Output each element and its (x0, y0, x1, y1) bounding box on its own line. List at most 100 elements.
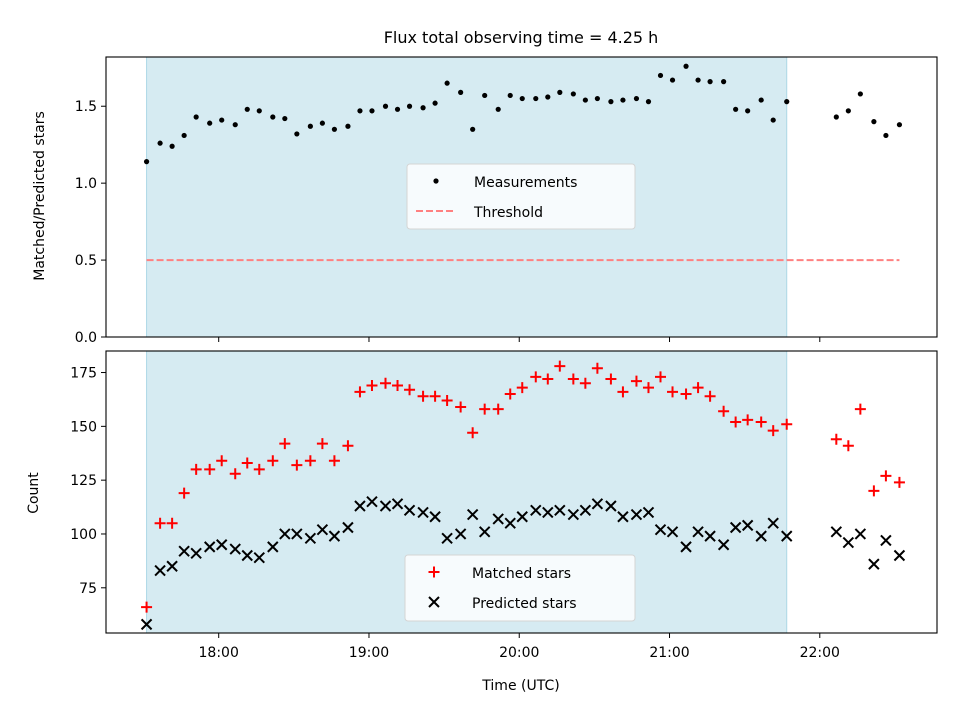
predicted-star-point (842, 536, 855, 549)
y-tick-label: 1.0 (75, 176, 97, 192)
y-tick-label: 75 (79, 581, 97, 597)
predicted-star-point (781, 530, 793, 542)
matched-star-point (730, 416, 742, 428)
legend-label: Matched stars (472, 566, 571, 582)
matched-star-point (667, 386, 679, 398)
predicted-star-point (241, 549, 253, 562)
matched-star-point (178, 487, 190, 499)
matched-star-point (591, 362, 603, 374)
measurement-point (444, 80, 450, 86)
matched-star-point (253, 463, 265, 475)
matched-star-point (742, 414, 754, 426)
matched-star-point (380, 377, 392, 389)
predicted-star-point (704, 530, 716, 542)
predicted-star-point (403, 504, 416, 517)
x-tick-label: 18:00 (199, 645, 239, 661)
measurement-point (331, 126, 338, 132)
measurement-point (470, 126, 476, 132)
matched-star-point (154, 517, 166, 529)
measurement-point (620, 97, 626, 103)
measurement-point (307, 123, 313, 129)
measurement-point (545, 94, 551, 100)
y-tick-label: 100 (70, 527, 97, 543)
matched-star-point (204, 463, 216, 475)
measurement-point (345, 123, 351, 129)
measurement-point (369, 108, 375, 114)
matched-star-point (617, 386, 629, 398)
matched-star-point (291, 459, 303, 471)
predicted-star-point (190, 547, 202, 560)
measurement-point (282, 115, 288, 122)
predicted-star-point (267, 541, 279, 553)
predicted-star-point (354, 500, 366, 512)
measurement-point (570, 91, 576, 97)
measurement-point (745, 108, 751, 114)
measurement-point (232, 122, 238, 128)
measurement-point (143, 159, 150, 165)
matched-star-point (830, 433, 842, 445)
measurement-point (181, 132, 187, 139)
measurement-point (394, 106, 401, 112)
predicted-star-point (203, 541, 216, 553)
matched-star-point (441, 395, 453, 407)
predicted-star-point (253, 551, 265, 564)
matched-star-point (630, 375, 642, 387)
measurement-point (883, 132, 889, 139)
matched-star-point (216, 455, 228, 467)
measurement-point (357, 108, 363, 114)
matched-star-point (417, 390, 429, 402)
matched-star-point (166, 517, 178, 529)
legend-box (406, 163, 636, 230)
measurement-point (871, 119, 877, 125)
matched-star-point (880, 470, 892, 482)
top-y-axis-label: Matched/Predicted stars (32, 111, 48, 281)
predicted-star-point (466, 508, 479, 521)
predicted-star-point (542, 506, 554, 519)
matched-star-point (854, 403, 866, 415)
predicted-star-point (229, 543, 241, 555)
predicted-star-point (304, 532, 317, 544)
chart-title: Flux total observing time = 4.25 h (384, 28, 659, 47)
measurement-point (519, 95, 525, 102)
predicted-star-point (854, 528, 867, 540)
measurement-point (319, 120, 325, 126)
x-tick-label: 19:00 (349, 645, 389, 661)
y-tick-label: 0.0 (75, 330, 97, 346)
matched-star-point (567, 373, 579, 385)
matched-star-point (267, 455, 279, 467)
predicted-star-point (429, 511, 441, 523)
matched-star-point (842, 440, 854, 452)
predicted-star-point (379, 500, 392, 512)
predicted-star-point (579, 504, 592, 517)
measurement-point (507, 92, 513, 99)
predicted-star-point (328, 530, 341, 542)
measurement-point (382, 103, 389, 109)
legend-label: Measurements (474, 175, 577, 191)
legend-marker-measurements (433, 178, 439, 184)
predicted-star-point (591, 498, 604, 510)
measurement-point (533, 95, 539, 102)
matched-star-point (692, 382, 704, 394)
legend: Measurements Threshold (406, 163, 636, 230)
matched-star-point (554, 360, 566, 372)
predicted-star-point (178, 545, 190, 557)
predicted-star-point (441, 532, 453, 544)
predicted-star-point (880, 534, 892, 547)
x-axis-label: Time (UTC) (481, 678, 559, 694)
predicted-star-point (617, 511, 629, 523)
matched-star-point (542, 373, 554, 385)
legend-label: Threshold (473, 205, 543, 221)
predicted-star-point (755, 530, 767, 542)
matched-star-point (893, 476, 905, 488)
matched-star-point (767, 425, 779, 437)
matched-star-point (455, 401, 467, 413)
matched-star-point (579, 377, 591, 389)
predicted-star-point (342, 521, 354, 534)
matched-star-point (328, 455, 340, 467)
measurement-point (420, 105, 426, 111)
matched-star-point (492, 403, 504, 415)
measurement-point (896, 122, 903, 128)
measurement-point (683, 63, 689, 69)
legend-marker-matched (428, 566, 440, 578)
measurement-point (657, 72, 664, 79)
